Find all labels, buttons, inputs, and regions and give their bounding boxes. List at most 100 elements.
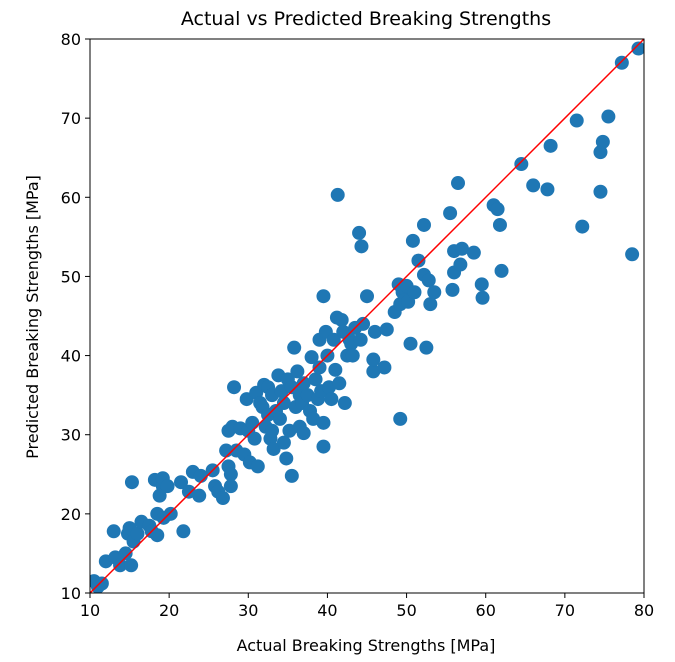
data-point xyxy=(113,558,128,573)
data-point xyxy=(445,282,460,297)
y-tick-label: 40 xyxy=(61,347,81,366)
data-point xyxy=(474,277,489,292)
data-point xyxy=(312,360,327,375)
y-axis-label: Predicted Breaking Strengths [MPa] xyxy=(23,175,42,459)
data-point xyxy=(215,491,230,506)
data-point xyxy=(94,576,109,591)
data-point xyxy=(377,360,392,375)
data-point xyxy=(106,524,121,539)
data-point xyxy=(345,348,360,363)
chart-title: Actual vs Predicted Breaking Strengths xyxy=(181,8,551,30)
data-point xyxy=(316,415,331,430)
data-point xyxy=(326,332,341,347)
y-tick-label: 20 xyxy=(61,505,81,524)
data-point xyxy=(625,247,640,262)
data-point xyxy=(366,352,381,367)
data-point xyxy=(332,376,347,391)
x-axis: 10 20 30 40 50 60 70 80 xyxy=(80,593,654,620)
data-point xyxy=(163,506,178,521)
data-point xyxy=(614,55,629,70)
data-point xyxy=(287,340,302,355)
y-tick-label: 50 xyxy=(61,267,81,286)
data-point xyxy=(290,364,305,379)
data-point xyxy=(443,206,458,221)
data-point xyxy=(393,411,408,426)
plot-frame xyxy=(89,38,645,594)
data-point xyxy=(405,233,420,248)
data-point xyxy=(575,219,590,234)
data-point xyxy=(118,546,133,561)
data-point xyxy=(356,316,371,331)
data-point xyxy=(227,380,242,395)
reference-line xyxy=(90,39,644,593)
data-point xyxy=(337,396,352,411)
data-point xyxy=(593,184,608,199)
data-point xyxy=(150,528,165,543)
data-point xyxy=(304,350,319,365)
x-tick-label: 20 xyxy=(159,601,179,620)
data-point xyxy=(265,423,280,438)
data-point xyxy=(176,524,191,539)
data-point xyxy=(451,176,466,191)
data-point xyxy=(124,475,139,490)
data-point xyxy=(250,459,265,474)
data-point xyxy=(192,488,207,503)
data-point xyxy=(316,439,331,454)
data-point xyxy=(308,372,323,387)
data-point xyxy=(130,526,145,541)
data-point xyxy=(272,411,287,426)
data-point xyxy=(367,324,382,339)
data-point xyxy=(490,202,505,217)
data-point xyxy=(223,479,238,494)
data-point xyxy=(360,289,374,304)
data-point xyxy=(494,263,509,278)
data-point xyxy=(631,41,644,56)
x-tick-label: 50 xyxy=(396,601,416,620)
data-point xyxy=(266,441,281,456)
data-point xyxy=(427,285,442,300)
data-point xyxy=(160,479,175,494)
y-axis: 10 20 30 40 50 60 70 80 xyxy=(61,30,90,603)
data-point xyxy=(379,322,394,337)
y-tick-label: 10 xyxy=(61,584,81,603)
data-points xyxy=(90,39,644,593)
x-tick-label: 10 xyxy=(80,601,100,620)
data-point xyxy=(492,217,507,232)
data-point xyxy=(316,289,331,304)
data-point xyxy=(540,182,555,197)
data-point xyxy=(279,451,294,466)
data-point xyxy=(595,134,610,149)
data-point xyxy=(526,178,541,193)
data-point xyxy=(514,157,529,172)
data-point xyxy=(543,138,558,153)
data-point xyxy=(421,273,436,288)
data-point xyxy=(193,468,208,483)
data-point xyxy=(354,239,369,254)
x-tick-label: 70 xyxy=(555,601,575,620)
data-point xyxy=(276,435,291,450)
data-point xyxy=(454,241,469,256)
data-point xyxy=(366,364,381,379)
y-tick-label: 70 xyxy=(61,109,81,128)
data-point xyxy=(328,362,343,377)
x-axis-label: Actual Breaking Strengths [MPa] xyxy=(237,636,496,655)
data-point xyxy=(411,253,426,268)
data-point xyxy=(423,297,438,312)
data-point xyxy=(353,332,368,347)
data-point xyxy=(475,290,490,305)
data-point xyxy=(324,392,339,407)
data-point xyxy=(403,336,418,351)
data-point xyxy=(296,426,311,441)
data-point xyxy=(601,109,616,124)
data-point xyxy=(296,376,311,391)
data-point xyxy=(334,312,349,327)
x-tick-label: 30 xyxy=(238,601,258,620)
data-point xyxy=(419,340,434,355)
data-point xyxy=(284,468,299,483)
data-point xyxy=(223,467,238,482)
x-tick-label: 60 xyxy=(476,601,496,620)
data-point xyxy=(416,217,431,232)
data-point xyxy=(352,225,367,240)
data-point xyxy=(276,396,291,411)
data-point xyxy=(407,285,422,300)
